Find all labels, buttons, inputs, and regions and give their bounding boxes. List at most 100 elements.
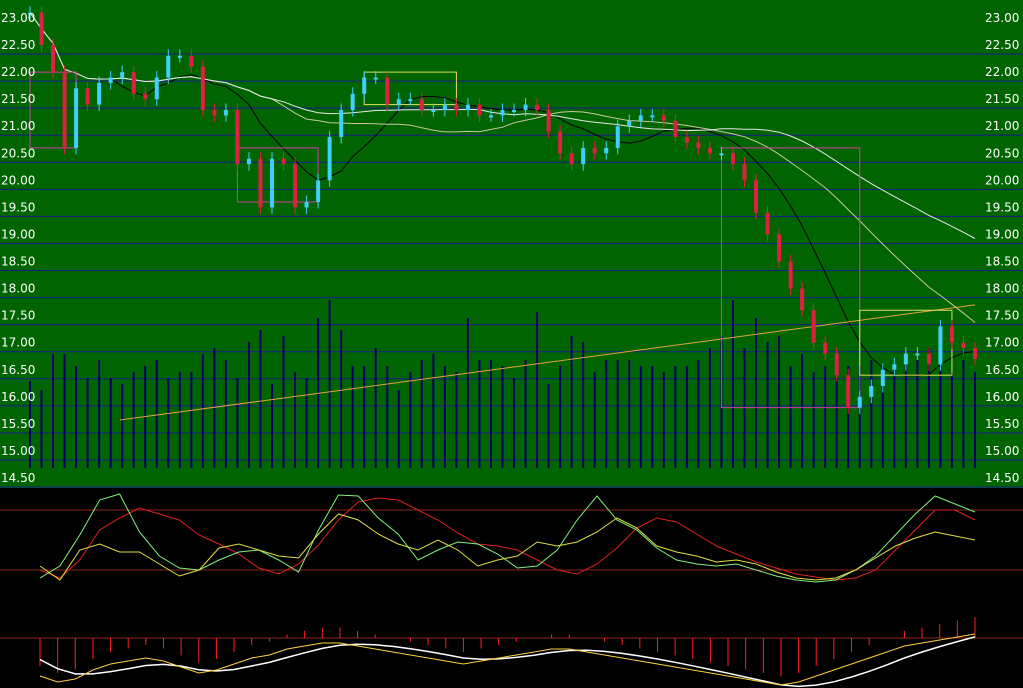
candle-body	[293, 164, 298, 208]
candle-body	[258, 158, 263, 208]
y-tick-right: 16.50	[985, 363, 1019, 377]
candle-body	[408, 99, 413, 102]
candle-body	[788, 261, 793, 289]
candle-body	[730, 153, 735, 165]
candle-body	[396, 99, 401, 105]
y-tick-left: 20.00	[1, 173, 35, 187]
oscillator-series-line	[39, 497, 976, 581]
candle-body	[592, 147, 597, 154]
candle-body	[684, 137, 689, 143]
y-tick-left: 16.50	[1, 363, 35, 377]
candle-body	[131, 72, 136, 94]
y-tick-left: 21.50	[1, 92, 35, 106]
y-tick-left: 22.00	[1, 65, 35, 79]
candle-body	[189, 55, 194, 67]
candle-body	[696, 142, 701, 148]
candle-body	[857, 396, 862, 408]
y-tick-left: 20.50	[1, 146, 35, 160]
candle-body	[523, 104, 528, 110]
candle-body	[39, 12, 44, 46]
candle-body	[880, 369, 885, 386]
candle-body	[373, 77, 378, 80]
y-tick-right: 18.00	[985, 282, 1019, 296]
candle-body	[477, 104, 482, 116]
candle-body	[431, 110, 436, 112]
y-tick-left: 19.50	[1, 200, 35, 214]
candle-body	[270, 158, 275, 208]
candle-body	[777, 234, 782, 262]
candle-body	[811, 310, 816, 343]
candle-body	[362, 77, 367, 94]
y-tick-right: 21.00	[985, 119, 1019, 133]
candle-body	[581, 147, 586, 165]
y-tick-right: 23.00	[985, 11, 1019, 25]
y-tick-left: 18.00	[1, 282, 35, 296]
oscillator-panel	[0, 493, 1023, 583]
candle-body	[673, 120, 678, 138]
candle-body	[200, 66, 205, 110]
y-tick-right: 21.50	[985, 92, 1019, 106]
y-tick-left: 15.50	[1, 417, 35, 431]
y-tick-right: 22.50	[985, 38, 1019, 52]
y-tick-right: 17.00	[985, 336, 1019, 350]
y-tick-left: 22.50	[1, 38, 35, 52]
candle-body	[304, 202, 309, 208]
candle-body	[915, 353, 920, 356]
candle-body	[846, 375, 851, 408]
candle-body	[442, 104, 447, 110]
candle-body	[454, 104, 459, 110]
candle-body	[973, 348, 977, 359]
macd-signal-line	[39, 636, 976, 688]
y-tick-left: 14.50	[1, 471, 35, 485]
y-tick-left: 17.50	[1, 309, 35, 323]
candle-body	[765, 212, 770, 235]
y-tick-left: 15.00	[1, 444, 35, 458]
candle-body	[350, 93, 355, 110]
candle-body	[512, 110, 517, 112]
oscillator-series-line	[39, 493, 976, 583]
y-tick-left: 18.50	[1, 255, 35, 269]
candle-body	[339, 110, 344, 138]
candle-body	[961, 342, 966, 349]
candle-body	[742, 164, 747, 181]
macd-panel	[0, 617, 1023, 688]
candle-body	[938, 326, 943, 365]
y-tick-right: 22.00	[985, 65, 1019, 79]
candle-body	[546, 110, 551, 132]
candle-body	[85, 88, 90, 105]
long-trend-line	[119, 304, 976, 421]
y-axis-ticks: 23.00 23.00 22.50 22.50 22.00 22.00 21.50 21.50…	[1, 11, 1019, 485]
macd-line-2	[39, 633, 976, 686]
candle-body	[316, 180, 321, 202]
candle-body	[569, 153, 574, 165]
y-tick-right: 19.50	[985, 200, 1019, 214]
y-tick-left: 19.00	[1, 227, 35, 241]
candle-body	[154, 77, 159, 100]
candle-body	[926, 353, 931, 365]
candle-body	[719, 153, 724, 156]
y-tick-right: 16.00	[985, 390, 1019, 404]
candle-body	[223, 110, 228, 116]
candle-body	[754, 180, 759, 213]
candle-body	[108, 77, 113, 83]
y-tick-left: 23.00	[1, 11, 35, 25]
candle-body	[281, 158, 286, 165]
candle-body	[892, 364, 897, 370]
candle-body	[143, 93, 148, 100]
candle-body	[51, 45, 56, 73]
candle-body	[869, 386, 874, 397]
candle-body	[823, 342, 828, 354]
candle-body	[28, 12, 32, 15]
candle-body	[120, 72, 125, 78]
candle-body	[535, 104, 540, 110]
candle-body	[834, 353, 839, 376]
candle-body	[62, 72, 67, 148]
candle-body	[166, 55, 171, 78]
price-grid	[0, 53, 1023, 488]
candle-body	[385, 77, 390, 105]
candle-body	[419, 99, 424, 110]
candle-body	[903, 353, 908, 365]
y-tick-right: 17.50	[985, 309, 1019, 323]
